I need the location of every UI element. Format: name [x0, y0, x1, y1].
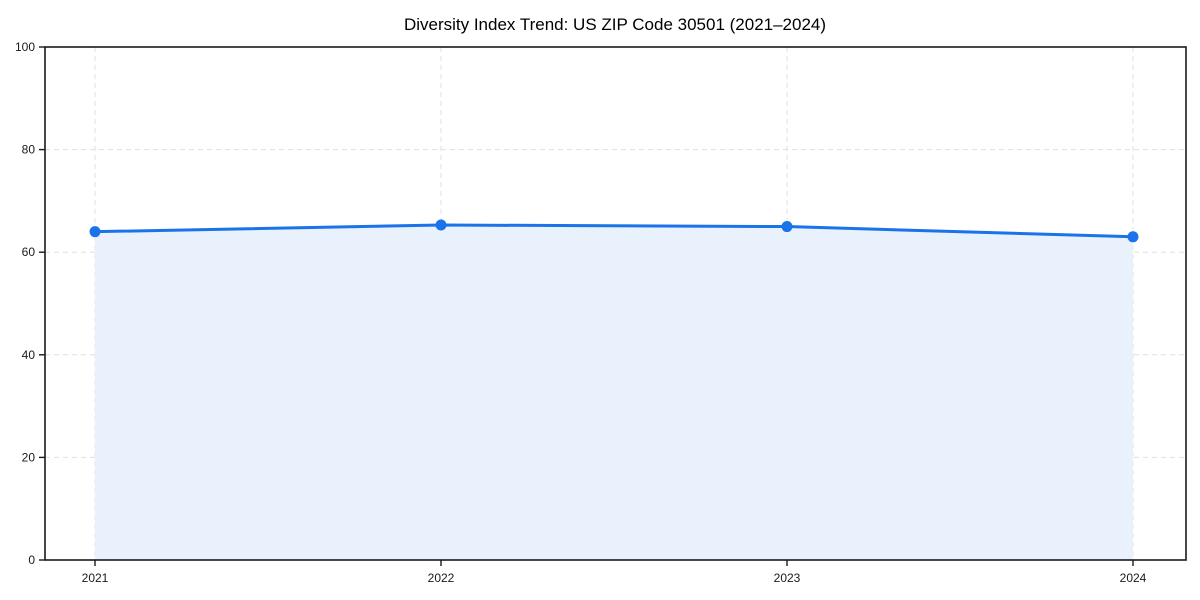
y-tick-label: 60	[22, 245, 36, 259]
x-tick-label: 2023	[774, 571, 801, 585]
data-point-2022	[435, 219, 447, 231]
axis-labels: 0 20 40 60 80 100 2021 2022 2023 2024	[15, 40, 1147, 585]
x-tick-label: 2021	[82, 571, 109, 585]
trend-line	[93, 223, 1135, 239]
y-tick-label: 80	[22, 143, 36, 157]
y-tick-label: 40	[22, 348, 36, 362]
area-fill	[95, 225, 1133, 561]
y-tick-label: 20	[22, 450, 36, 464]
y-tick-label: 0	[28, 553, 35, 567]
data-point-2024	[1127, 231, 1139, 243]
x-tick-label: 2024	[1120, 571, 1147, 585]
axes	[39, 46, 1187, 566]
data-point-2023	[781, 221, 793, 233]
chart-title: Diversity Index Trend: US ZIP Code 30501…	[404, 15, 826, 34]
data-series	[89, 219, 1139, 561]
plot-border	[44, 46, 1187, 561]
y-tick-label: 100	[15, 40, 35, 54]
x-tick-label: 2022	[428, 571, 455, 585]
data-point-2021	[89, 226, 101, 238]
